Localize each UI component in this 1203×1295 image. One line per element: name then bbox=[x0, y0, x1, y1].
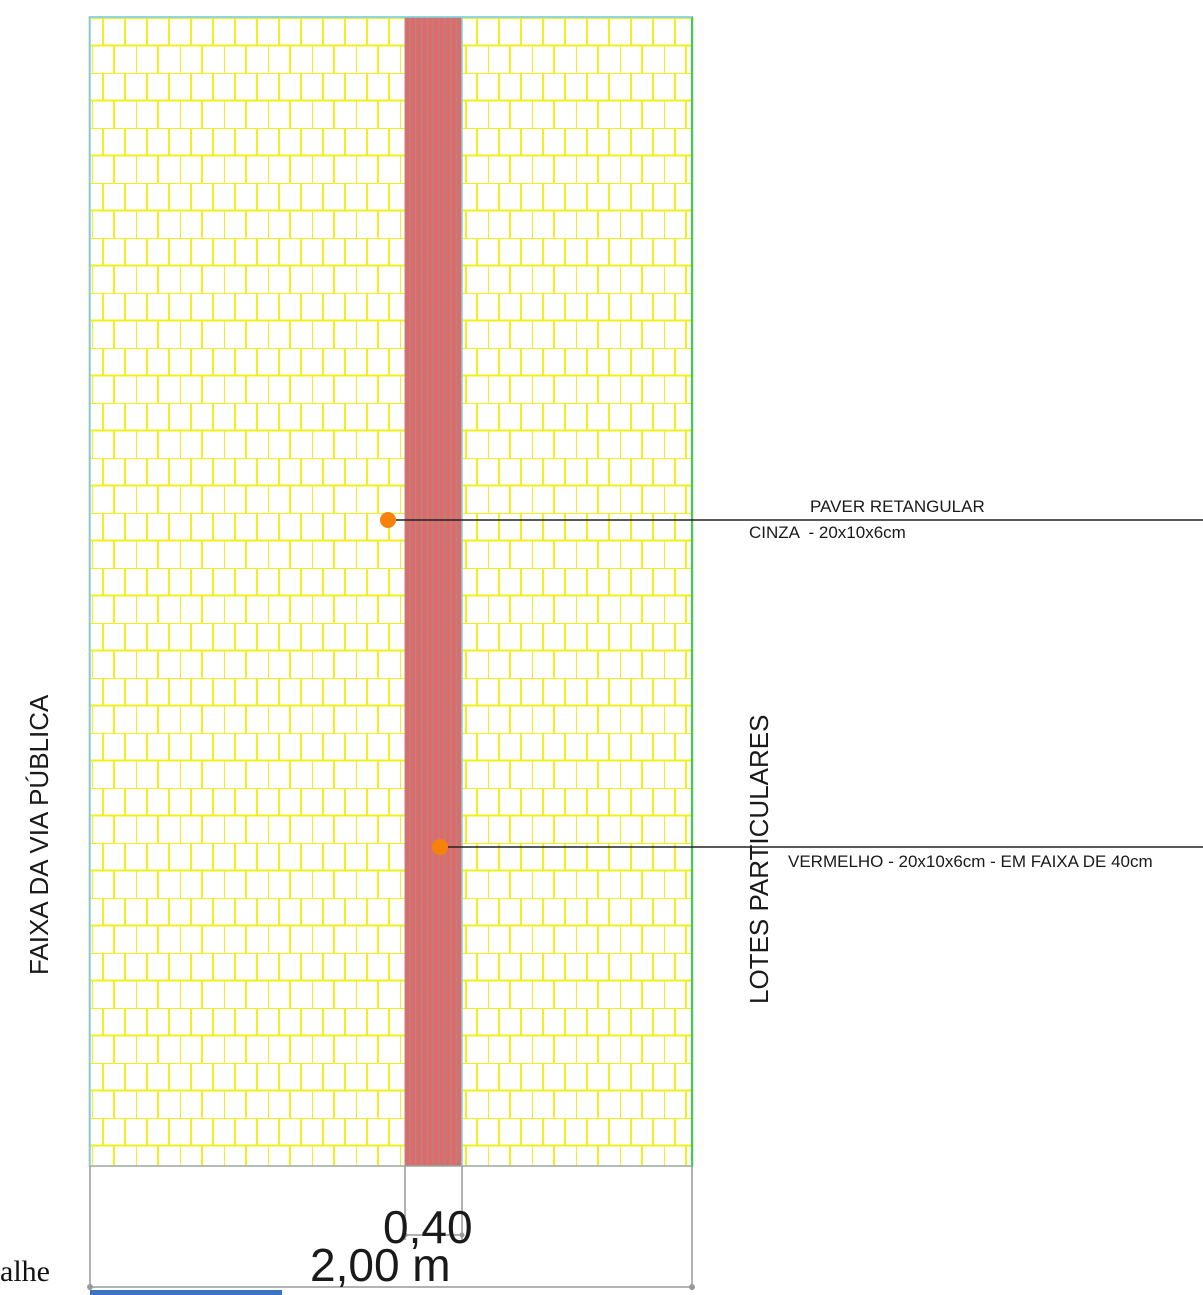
dimension-lines bbox=[89, 1166, 693, 1290]
right-zone-label: LOTES PARTICULARES bbox=[744, 715, 774, 1004]
callout-gray-title: PAVER RETANGULAR bbox=[810, 497, 985, 516]
callout-red-spec: VERMELHO - 20x10x6cm - EM FAIXA DE 40cm bbox=[788, 852, 1153, 871]
dimension-strip-width: 0,40 bbox=[383, 1201, 473, 1253]
left-zone-label: FAIXA DA VIA PÚBLICA bbox=[24, 694, 54, 975]
dim-tick-total-right bbox=[689, 1284, 695, 1290]
dimension-total-width: 2,00 m bbox=[310, 1239, 451, 1291]
callout-gray-spec: CINZA - 20x10x6cm bbox=[749, 523, 906, 542]
gray-paver-area-left bbox=[90, 17, 405, 1166]
footer-text-fragment: alhe bbox=[0, 1255, 50, 1288]
callout-gray-dot bbox=[380, 512, 396, 528]
dim-tick-strip-right bbox=[459, 1232, 465, 1238]
callout-red-dot bbox=[432, 839, 448, 855]
gray-paver-area-right bbox=[462, 17, 692, 1166]
dim-tick-strip-left bbox=[402, 1232, 408, 1238]
dim-tick-total-left bbox=[87, 1284, 93, 1290]
bottom-blue-bar bbox=[90, 1290, 282, 1295]
red-paver-strip bbox=[405, 17, 462, 1166]
